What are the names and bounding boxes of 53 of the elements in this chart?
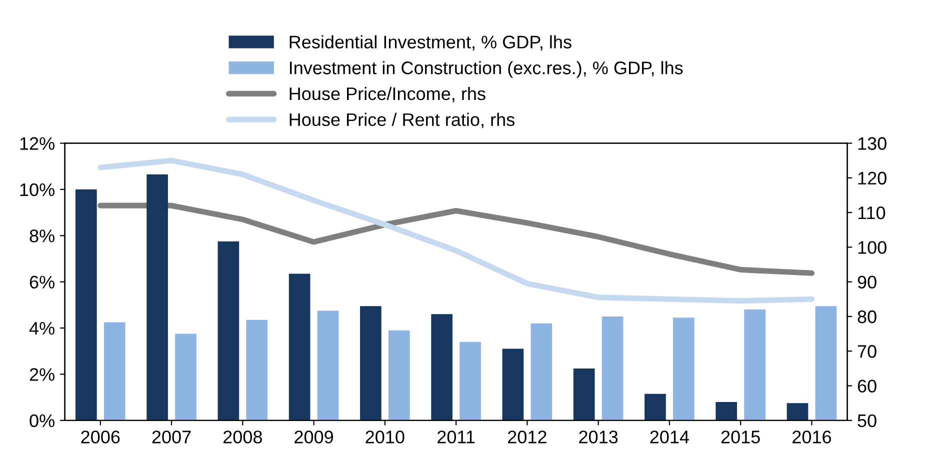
x-tick-label: 2006	[81, 430, 120, 444]
bar	[360, 306, 382, 420]
bar	[786, 403, 808, 420]
y2-tick-label: 130	[858, 137, 886, 150]
y2-tick-label: 120	[858, 172, 886, 185]
x-tick-label: 2007	[152, 430, 191, 444]
bar	[388, 330, 410, 420]
x-tick-label: 2012	[508, 430, 546, 444]
y2-tick-label: 60	[858, 380, 876, 392]
y-tick-label: 0%	[30, 414, 54, 428]
x-tick-label: 2009	[294, 430, 334, 444]
x-tick-label: 2016	[792, 430, 832, 444]
bar	[502, 348, 524, 420]
y-tick-label: 10%	[20, 183, 54, 196]
x-tick-label: 2013	[579, 430, 618, 444]
bar	[815, 306, 837, 420]
x-tick-label: 2015	[721, 430, 760, 444]
y-tick-label: 6%	[30, 276, 54, 289]
bar	[460, 342, 481, 420]
y-tick-label: 12%	[20, 137, 54, 150]
y-tick-label: 4%	[29, 322, 54, 335]
x-tick-label: 2010	[366, 430, 404, 444]
legend-label: House Price/Income, rhs	[290, 86, 486, 102]
bar	[744, 310, 766, 420]
y2-tick-label: 100	[858, 241, 886, 254]
legend-label: House Price / Rent ratio, rhs	[290, 112, 514, 128]
bar	[673, 318, 694, 420]
y2-tick-label: 110	[858, 206, 886, 220]
y2-tick-label: 70	[858, 345, 876, 358]
bar	[530, 323, 552, 420]
bar	[246, 320, 268, 420]
y-tick-label: 2%	[30, 368, 54, 381]
bar	[218, 241, 240, 420]
legend-label: Residential Investment, % GDP, lhs	[290, 35, 572, 51]
x-tick-label: 2014	[650, 430, 690, 444]
bar	[146, 174, 168, 420]
bar	[75, 189, 97, 420]
bar	[175, 334, 196, 420]
x-tick-label: 2011	[438, 430, 475, 444]
bar	[431, 314, 452, 420]
bar	[716, 402, 738, 420]
y2-tick-label: 50	[858, 414, 876, 428]
bar	[288, 274, 310, 420]
legend-label: Investment in Construction (exc.res.), % GDP, lhs	[290, 61, 683, 78]
bar	[317, 310, 339, 420]
bar	[644, 394, 666, 420]
bar	[104, 322, 126, 420]
y-tick-label: 8%	[30, 230, 54, 242]
y2-tick-label: 90	[858, 276, 876, 289]
y2-tick-label: 80	[858, 310, 876, 324]
bar	[602, 316, 624, 420]
bar	[573, 368, 595, 420]
x-tick-label: 2008	[223, 430, 262, 444]
